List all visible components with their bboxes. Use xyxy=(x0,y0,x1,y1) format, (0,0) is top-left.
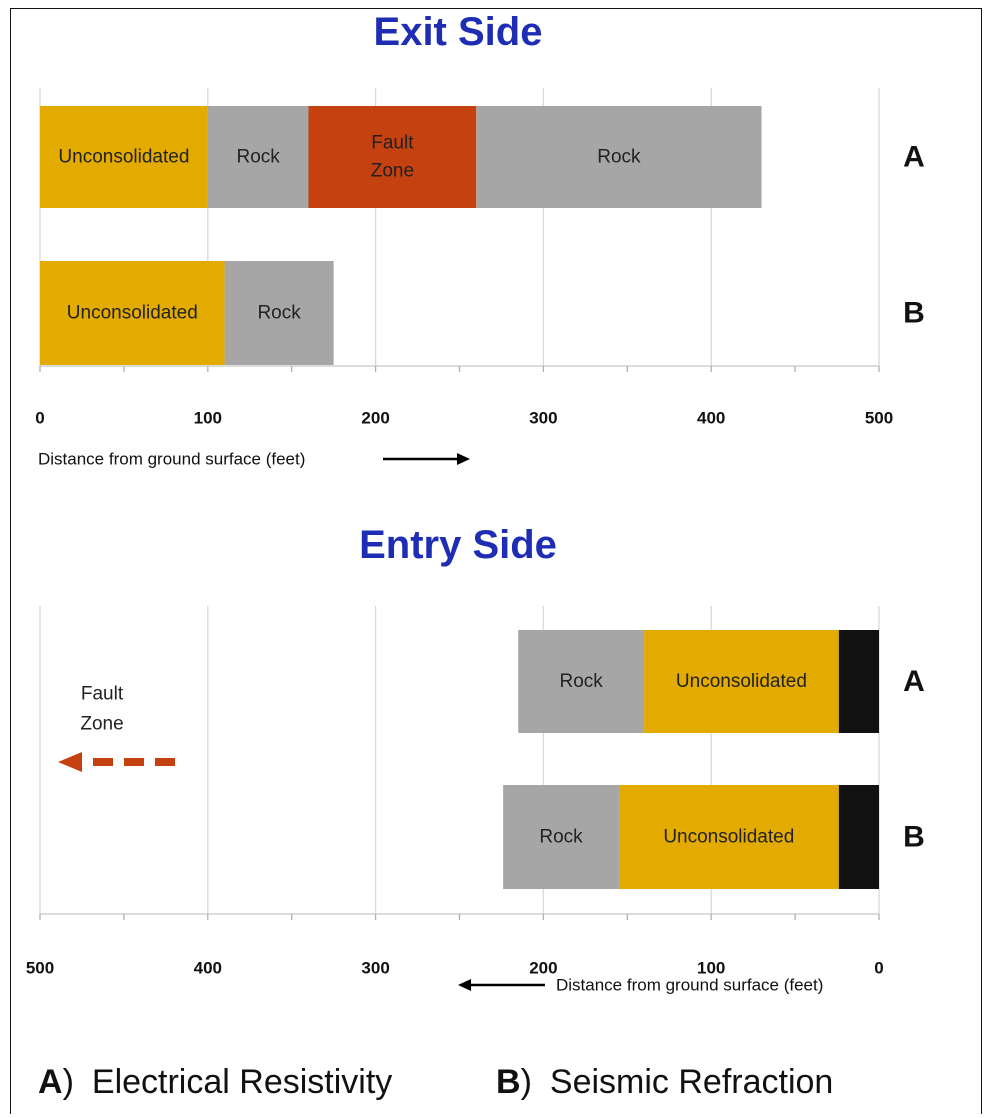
bar-segment-label: Unconsolidated xyxy=(676,671,807,692)
bar-segment xyxy=(207,106,309,208)
bar-segment-label: Fault Zone xyxy=(371,133,414,182)
bar-segment-label: Unconsolidated xyxy=(58,147,189,168)
legend-separator: ) xyxy=(63,1063,74,1101)
bar-segment-label: Rock xyxy=(236,147,280,168)
chart-title: Entry Side xyxy=(359,523,557,567)
x-tick-label: 400 xyxy=(194,959,222,978)
dashed-arrow-left-icon xyxy=(58,752,175,772)
bar-segment xyxy=(838,785,879,889)
row-label: B xyxy=(903,297,925,330)
bar-segment-label: Unconsolidated xyxy=(67,303,198,324)
x-tick-label: 0 xyxy=(35,409,44,428)
bar-segment-label: Rock xyxy=(597,147,641,168)
legend-separator: ) xyxy=(521,1063,532,1101)
method-legend: A) Electrical Resistivity B) Seismic Refrac… xyxy=(38,1063,833,1101)
legend-label: Seismic Refraction xyxy=(550,1063,833,1101)
chart-title: Exit Side xyxy=(374,10,543,54)
x-tick-label: 300 xyxy=(361,959,389,978)
legend-key: A xyxy=(38,1063,63,1101)
bar-segment xyxy=(618,785,839,889)
legend-label: Electrical Resistivity xyxy=(92,1063,392,1101)
bar-segment xyxy=(308,106,477,208)
bar-segment xyxy=(644,630,839,733)
row-label: A xyxy=(903,665,925,698)
bar-segment-label: Rock xyxy=(539,827,583,848)
row-B: Unconsolidated Rock B xyxy=(40,261,925,365)
legend-key: B xyxy=(496,1063,521,1101)
x-tick-label: 100 xyxy=(194,409,222,428)
x-axis-label: Distance from ground surface (feet) xyxy=(38,450,305,469)
legend-entry: B) Seismic Refraction xyxy=(496,1063,833,1101)
chart-exit-side: Exit Side Unconsolidated Rock Fault Zone Rock… xyxy=(35,10,925,469)
row-label: B xyxy=(903,821,925,854)
bar-segment xyxy=(518,630,645,733)
figure-frame xyxy=(10,8,982,1114)
x-tick-label: 200 xyxy=(361,409,389,428)
row-label: A xyxy=(903,141,925,174)
bar-segment-label: Rock xyxy=(560,671,604,692)
row-B: Unconsolidated Rock B xyxy=(503,785,925,889)
axis-direction-arrow-icon xyxy=(458,979,545,991)
legend-entry: A) Electrical Resistivity xyxy=(38,1063,392,1101)
row-A: Unconsolidated Rock Fault Zone Rock A xyxy=(40,106,925,208)
bar-segment-label: Rock xyxy=(257,303,301,324)
bar-segment xyxy=(40,106,208,208)
x-tick-label: 100 xyxy=(697,959,725,978)
x-tick-label: 200 xyxy=(529,959,557,978)
row-A: Unconsolidated Rock A xyxy=(518,630,925,733)
x-tick-label: 300 xyxy=(529,409,557,428)
fault-zone-annotation: Fault Zone xyxy=(58,684,175,772)
bar-segment-label: Unconsolidated xyxy=(663,827,794,848)
bar-segment xyxy=(224,261,334,365)
annotation-text: Fault Zone xyxy=(80,684,123,735)
axis-direction-arrow-icon xyxy=(383,453,470,465)
bar-segment xyxy=(476,106,762,208)
bar-segment xyxy=(40,261,225,365)
x-tick-label: 500 xyxy=(26,959,54,978)
x-tick-label: 0 xyxy=(874,959,883,978)
bar-segment xyxy=(838,630,879,733)
bar-segment xyxy=(503,785,619,889)
x-axis-label: Distance from ground surface (feet) xyxy=(556,976,823,995)
x-tick-label: 500 xyxy=(865,409,893,428)
x-tick-label: 400 xyxy=(697,409,725,428)
